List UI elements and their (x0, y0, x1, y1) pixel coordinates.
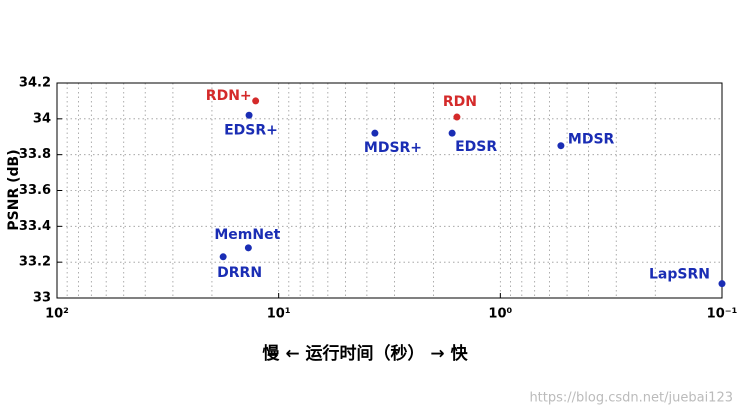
point (453, 113, 461, 121)
point (718, 280, 726, 288)
point-label: EDSR (455, 139, 497, 155)
plot-border (56, 82, 723, 299)
x-tick-label: 10¹ (267, 307, 291, 322)
x-tick-label: 10⁻¹ (707, 307, 738, 322)
point-label: RDN+ (206, 88, 252, 104)
point (252, 97, 260, 105)
y-tick-label: 33.6 (19, 183, 51, 198)
point (244, 244, 252, 252)
y-tick-label: 33.8 (19, 147, 51, 162)
x-axis-label: 慢 ← 运行时间（秒） → 快 (262, 343, 468, 364)
y-tick-label: 34 (33, 111, 51, 126)
point (371, 129, 379, 137)
point-label: MDSR (568, 132, 615, 148)
point-label: MemNet (214, 227, 280, 243)
y-tick-label: 33.2 (19, 255, 51, 270)
point (448, 129, 456, 137)
point-label: DRRN (217, 265, 262, 281)
x-tick-label: 10⁰ (488, 307, 512, 322)
y-tick-label: 33 (33, 291, 51, 306)
y-axis-label: PSNR (dB) (6, 149, 22, 230)
point-label: EDSR+ (224, 122, 278, 138)
x-tick-label: 10² (45, 307, 69, 322)
point-label: MDSR+ (364, 140, 422, 156)
y-tick-label: 33.4 (19, 219, 51, 234)
point-label: RDN (443, 94, 477, 110)
point-label: LapSRN (649, 267, 710, 283)
watermark: https://blog.csdn.net/juebai123 (529, 391, 733, 406)
point (219, 253, 227, 261)
point (557, 142, 565, 150)
y-tick-label: 34.2 (19, 76, 51, 91)
point (245, 111, 253, 119)
